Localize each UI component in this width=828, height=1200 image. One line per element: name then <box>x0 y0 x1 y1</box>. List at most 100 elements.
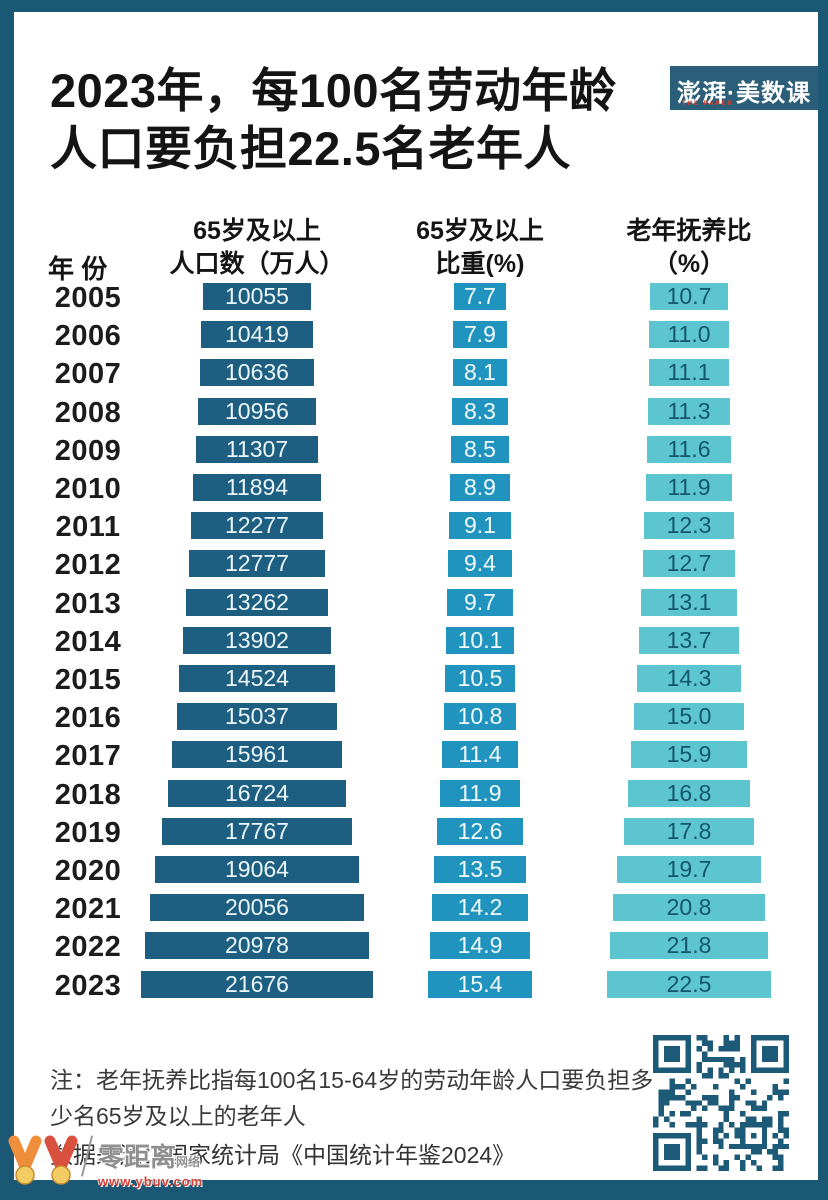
share-bar: 9.1 <box>449 512 511 540</box>
watermark-name-sub: 网络 <box>176 1155 201 1169</box>
poster-card: 2023年，每100名劳动年龄 人口要负担22.5名老年人 澎湃·美数课 THE… <box>14 12 818 1180</box>
dependency-bar: 14.3 <box>636 665 742 692</box>
population-bar: 10055 <box>203 283 311 310</box>
year-label: 2008 <box>54 396 122 429</box>
table-row: 2011 12277 9.1 12.3 <box>14 507 818 545</box>
year-label: 2005 <box>54 282 122 314</box>
column-header-dependency: 老年抚养比 （%） <box>589 215 789 281</box>
watermark-url: www.ybuv.com <box>98 1174 204 1189</box>
year-label: 2006 <box>54 320 122 353</box>
table-row: 2013 13262 9.7 13.1 <box>14 584 818 622</box>
dependency-bar: 12.7 <box>642 550 736 578</box>
column-header-population-line1: 65岁及以上 <box>193 217 321 245</box>
share-bar: 10.8 <box>443 703 517 731</box>
year-label: 2020 <box>54 855 122 887</box>
dependency-bar: 22.5 <box>607 970 771 998</box>
share-bar: 10.5 <box>444 665 516 692</box>
dependency-bar: 21.8 <box>609 932 769 960</box>
table-row: 2022 20978 14.9 21.8 <box>14 927 818 965</box>
population-bar: 16724 <box>167 779 347 807</box>
table-row: 2016 15037 10.8 15.0 <box>14 698 818 736</box>
year-label: 2009 <box>54 434 122 467</box>
column-header-share-line1: 65岁及以上 <box>416 217 544 245</box>
year-label: 2015 <box>54 664 122 696</box>
watermark-name: 零距离 <box>98 1142 177 1172</box>
dependency-bar: 13.7 <box>639 626 739 654</box>
population-bar: 12777 <box>188 550 326 578</box>
share-bar: 7.9 <box>453 321 507 349</box>
year-label: 2018 <box>54 778 122 811</box>
year-label: 2019 <box>54 816 122 849</box>
dependency-bar: 15.0 <box>634 703 744 731</box>
table-row: 2008 10956 8.3 11.3 <box>14 393 818 431</box>
share-bar: 8.9 <box>449 474 511 501</box>
share-bar: 11.9 <box>439 779 521 807</box>
year-label: 2011 <box>55 511 121 544</box>
share-bar: 14.9 <box>429 932 531 960</box>
table-row: 2015 14524 10.5 14.3 <box>14 660 818 698</box>
column-header-dependency-line1: 老年抚养比 <box>626 217 752 245</box>
poster-title-line2: 人口要负担22.5名老年人 <box>50 122 571 175</box>
watermark-mascots-icon <box>8 1135 78 1185</box>
table-row: 2006 10419 7.9 11.0 <box>14 316 818 354</box>
column-header-population: 65岁及以上 人口数（万人） <box>147 215 367 281</box>
column-header-year: 年 份 <box>48 254 108 284</box>
dependency-bar: 11.1 <box>648 359 730 387</box>
column-header-population-line2: 人口数（万人） <box>169 250 345 278</box>
year-label: 2022 <box>54 931 122 964</box>
table-row: 2019 17767 12.6 17.8 <box>14 813 818 851</box>
dependency-bar: 12.3 <box>644 512 734 540</box>
column-header-share: 65岁及以上 比重(%) <box>380 215 580 281</box>
thepaper-logo-text: 澎湃·美数课 <box>677 80 811 107</box>
population-bar: 10956 <box>198 397 316 425</box>
table-row: 2020 19064 13.5 19.7 <box>14 851 818 889</box>
table-row: 2010 11894 8.9 11.9 <box>14 469 818 507</box>
share-bar: 15.4 <box>428 970 532 998</box>
dependency-bar: 11.3 <box>647 397 731 425</box>
population-bar: 10636 <box>200 359 314 387</box>
dependency-bar: 15.9 <box>631 741 747 769</box>
qr-code <box>653 1035 789 1171</box>
year-label: 2016 <box>54 702 122 735</box>
share-bar: 9.4 <box>448 550 512 578</box>
data-source: 数据来源：国家统计局《中国统计年鉴2024》 <box>50 1142 516 1168</box>
population-bar: 20978 <box>144 932 370 960</box>
population-bar: 20056 <box>149 894 365 922</box>
population-bar: 10419 <box>201 321 313 349</box>
poster-title-line1: 2023年，每100名劳动年龄 <box>50 64 617 117</box>
column-header-dependency-line2: （%） <box>652 250 726 278</box>
population-bar: 11307 <box>196 435 318 463</box>
population-bar: 15961 <box>171 741 343 769</box>
table-row: 2018 16724 11.9 16.8 <box>14 775 818 813</box>
population-bar: 17767 <box>161 817 353 845</box>
share-bar: 7.7 <box>454 283 506 310</box>
population-bar: 21676 <box>141 970 373 998</box>
poster-title: 2023年，每100名劳动年龄 人口要负担22.5名老年人 <box>50 62 616 178</box>
dependency-bar: 16.8 <box>627 779 751 807</box>
share-bar: 14.2 <box>432 894 528 922</box>
table-row: 2009 11307 8.5 11.6 <box>14 431 818 469</box>
population-bar: 19064 <box>154 856 359 883</box>
column-header-share-line2: 比重(%) <box>435 250 525 278</box>
dependency-bar: 10.7 <box>650 283 728 310</box>
year-label: 2010 <box>54 473 122 505</box>
dependency-bar: 11.9 <box>645 474 733 501</box>
chart-rows: 2005 10055 7.7 10.7 2006 10419 7.9 11.0 2007 1063… <box>14 278 818 1008</box>
dependency-bar: 11.0 <box>648 321 730 349</box>
share-bar: 13.5 <box>434 856 526 883</box>
footnote: 注：老年抚养比指每100名15-64岁的劳动年龄人口要负担多少名65岁及以上的老… <box>50 1067 654 1129</box>
dependency-bar: 13.1 <box>641 588 737 616</box>
year-label: 2023 <box>54 969 122 1002</box>
dependency-bar: 11.6 <box>646 435 732 463</box>
year-label: 2017 <box>54 740 122 773</box>
share-bar: 8.5 <box>451 435 509 463</box>
population-bar: 15037 <box>176 703 338 731</box>
population-bar: 12277 <box>191 512 323 540</box>
table-row: 2014 13902 10.1 13.7 <box>14 622 818 660</box>
population-bar: 14524 <box>179 665 335 692</box>
population-bar: 13902 <box>182 626 332 654</box>
dependency-bar: 20.8 <box>613 894 765 922</box>
share-bar: 11.4 <box>441 741 519 769</box>
table-row: 2021 20056 14.2 20.8 <box>14 889 818 927</box>
watermark-logo: 零距离网络 www.ybuv.com <box>6 1133 236 1197</box>
